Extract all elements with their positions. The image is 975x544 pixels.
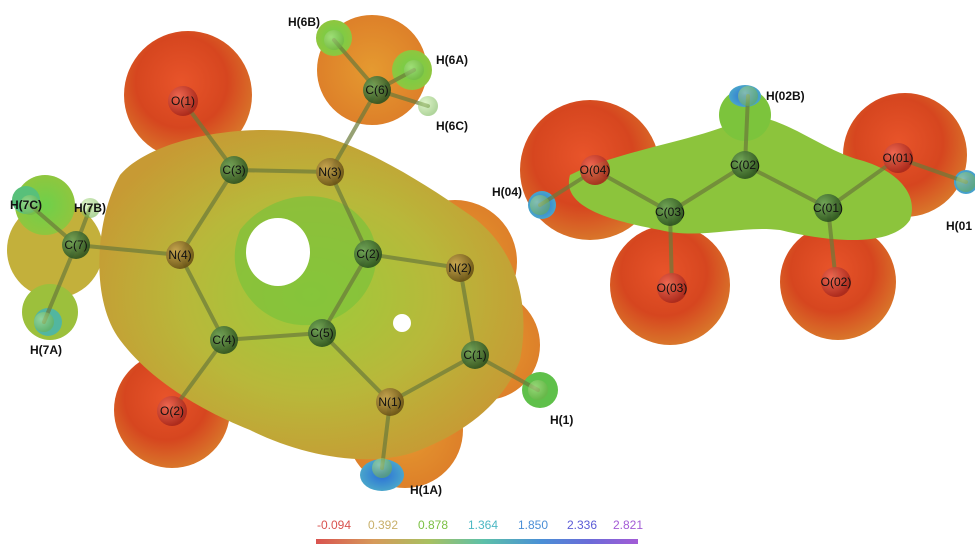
atom-label-c1: C(1): [463, 348, 486, 362]
atom-label-n1: N(1): [378, 395, 401, 409]
legend-gradient-bar: [316, 539, 638, 544]
legend-value-5: 2.336: [567, 518, 597, 532]
atom-h04: [530, 195, 550, 215]
legend-value-3: 1.364: [468, 518, 498, 532]
atom-label-h1: H(1): [550, 413, 573, 427]
atom-label-h7c: H(7C): [10, 198, 42, 212]
atom-h6b: [324, 30, 344, 50]
atom-label-o03: O(03): [657, 281, 688, 295]
atom-label-c03: C(03): [655, 205, 685, 219]
atom-label-o01: O(01): [883, 151, 914, 165]
atom-label-h04: H(04): [492, 185, 522, 199]
atom-h6c: [418, 96, 438, 116]
atom-label-h02b: H(02B): [766, 89, 805, 103]
atom-label-h01: H(01: [946, 219, 972, 233]
atom-label-n3: N(3): [318, 165, 341, 179]
legend-value-0: -0.094: [317, 518, 351, 532]
legend-value-1: 0.392: [368, 518, 398, 532]
legend-value-2: 0.878: [418, 518, 448, 532]
atom-label-h1a: H(1A): [410, 483, 442, 497]
atom-label-c4: C(4): [212, 333, 235, 347]
atom-label-c02: C(02): [730, 158, 760, 172]
legend-values: -0.094 0.392 0.878 1.364 1.850 2.336 2.821: [316, 518, 640, 534]
atom-label-c01: C(01): [813, 201, 843, 215]
atom-h1: [528, 380, 548, 400]
atom-label-c7: C(7): [64, 238, 87, 252]
atom-label-o02: O(02): [821, 275, 852, 289]
atom-h7a: [34, 312, 54, 332]
legend-value-4: 1.850: [518, 518, 548, 532]
atom-label-h7b: H(7B): [74, 201, 106, 215]
atom-h02b: [738, 86, 758, 106]
atom-label-n4: N(4): [168, 248, 191, 262]
atom-label-n2: N(2): [448, 261, 471, 275]
atom-label-c5: C(5): [310, 326, 333, 340]
atom-label-c2: C(2): [356, 247, 379, 261]
atom-label-o2: O(2): [160, 404, 184, 418]
atom-label-h6b: H(6B): [288, 15, 320, 29]
atom-label-c3: C(3): [222, 163, 245, 177]
legend-value-6: 2.821: [613, 518, 643, 532]
atom-label-o1: O(1): [171, 94, 195, 108]
atom-h6a: [404, 60, 424, 80]
atom-h1a: [372, 458, 392, 478]
color-scale-legend: -0.094 0.392 0.878 1.364 1.850 2.336 2.821: [316, 518, 640, 544]
atom-label-o04: O(04): [580, 163, 611, 177]
atom-label-h7a: H(7A): [30, 343, 62, 357]
atom-label-h6a: H(6A): [436, 53, 468, 67]
left-molecule-surface: [7, 15, 558, 491]
atom-label-c6: C(6): [365, 83, 388, 97]
atom-label-h6c: H(6C): [436, 119, 468, 133]
